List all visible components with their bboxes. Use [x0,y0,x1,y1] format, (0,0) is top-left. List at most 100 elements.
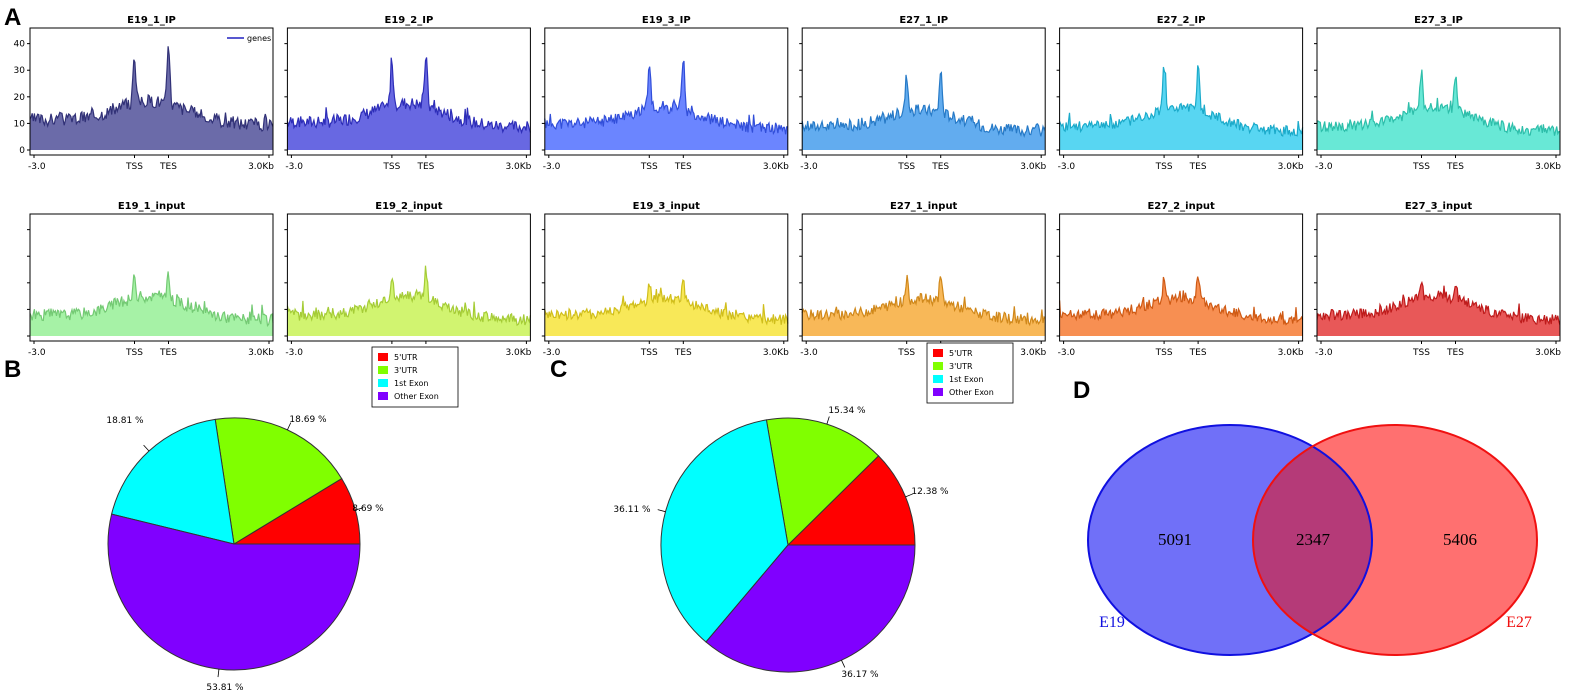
y-tick-label: 0 [19,146,25,156]
profile-panel: E19_3_input -3.0 TSS TES 3.0Kb [541,201,789,358]
axis-strip [30,150,273,155]
x-tick-label: -3.0 [28,348,46,358]
x-tick-label: TSS [897,162,915,172]
x-tick-label: 3.0Kb [1020,348,1046,358]
x-tick-label: -3.0 [800,348,818,358]
leader-line [841,660,846,668]
leader-line [826,416,830,425]
legend-label: 1st Exon [949,375,983,384]
axis-strip [544,336,788,341]
panel-letter-c: C [550,356,567,383]
panel-letter-a: A [4,4,21,31]
slice-label: 12.38 % [911,487,949,497]
venn-count-e27-only: 5406 [1443,530,1477,549]
legend-label: Other Exon [394,392,439,401]
axis-strip [802,150,1046,155]
slice-label: 36.17 % [841,670,879,680]
profile-title: E19_3_IP [642,15,691,26]
axis-strip [1059,150,1303,155]
profile-panel: E19_1_input -3.0 TSS TES 3.0Kb [27,201,274,358]
axis-strip [1059,336,1303,341]
profile-line [286,57,531,135]
x-tick-label: -3.0 [285,162,303,172]
plot-frame [286,213,531,342]
x-tick-label: -3.0 [543,162,561,172]
y-tick-label: 40 [14,40,26,50]
x-tick-label: -3.0 [285,348,303,358]
leader-line [287,422,292,431]
x-tick-label: TES [674,348,692,358]
profile-title: E19_1_IP [127,15,176,26]
x-tick-label: 3.0Kb [248,162,274,172]
profile-area [1317,282,1560,336]
profile-title: E27_3_input [1405,201,1473,212]
legend-swatch [378,379,388,387]
x-tick-label: TSS [382,162,400,172]
panel-letter-d: D [1073,377,1090,404]
x-tick-label: TES [674,162,692,172]
profile-panel: E27_2_input -3.0 TSS TES 3.0Kb [1056,201,1304,358]
profile-line [29,271,274,327]
venn-diagram: 5091 2347 5406 E19 E27 [1087,424,1538,656]
profile-title: E19_1_input [118,201,186,212]
profile-title: E27_2_IP [1157,15,1206,26]
profile-title: E27_3_IP [1414,15,1463,26]
profile-title: E19_2_IP [385,15,434,26]
x-tick-label: -3.0 [1058,348,1076,358]
plot-frame [801,213,1046,342]
plot-frame [29,213,274,342]
profile-line [1059,276,1304,326]
profile-panel: E19_3_IP -3.0 TSS TES 3.0Kb [541,15,789,172]
x-tick-label: 3.0Kb [763,348,789,358]
profile-area [802,275,1046,336]
x-tick-label: TES [1189,162,1207,172]
profile-area [30,271,273,336]
pie-slice [660,419,789,643]
legend-swatch [933,388,943,396]
y-tick-label: 30 [14,66,26,76]
plot-frame [1316,213,1561,342]
leader-line [143,444,150,452]
profile-line [1059,65,1304,138]
x-tick-label: 3.0Kb [505,348,531,358]
pie-slice [786,455,916,546]
x-tick-label: 3.0Kb [248,348,274,358]
x-tick-label: TSS [640,162,658,172]
legend-label: 5'UTR [394,353,418,362]
venn-outline-e19 [1087,424,1373,656]
profile-panel: E27_3_IP -3.0 TSS TES 3.0Kb [1314,15,1561,172]
profile-plots: E19_1_IP-3.0 TSS TES 3.0Kb010203040genesE19… [14,15,1562,358]
x-tick-label: TSS [125,348,143,358]
x-tick-label: -3.0 [28,162,46,172]
profile-area [544,280,788,336]
x-tick-label: 3.0Kb [505,162,531,172]
venn-intersection [1253,425,1372,655]
profile-line [29,46,274,133]
profile-area [287,265,531,336]
profile-area [1059,276,1303,336]
legend-label: Other Exon [949,388,994,397]
plot-frame [544,213,789,342]
profile-panel: E27_2_IP -3.0 TSS TES 3.0Kb [1056,15,1304,172]
plot-frame [801,27,1046,156]
axis-strip [287,150,531,155]
x-tick-label: TES [1189,348,1207,358]
x-tick-label: TSS [1412,162,1430,172]
x-tick-label: 3.0Kb [1535,348,1561,358]
axis-strip [1317,150,1560,155]
y-tick-label: 10 [14,119,26,129]
x-tick-label: 3.0Kb [1020,162,1046,172]
profile-line [1316,280,1561,326]
profile-line [801,71,1046,138]
profile-panel: E27_1_IP -3.0 TSS TES 3.0Kb [799,15,1046,172]
leader-line [217,669,220,678]
plot-frame [1316,27,1561,156]
legend-swatch [933,375,943,383]
x-tick-label: TSS [1155,348,1173,358]
profile-title: E27_1_input [890,201,958,212]
x-tick-label: -3.0 [1058,162,1076,172]
x-tick-label: TES [931,162,949,172]
